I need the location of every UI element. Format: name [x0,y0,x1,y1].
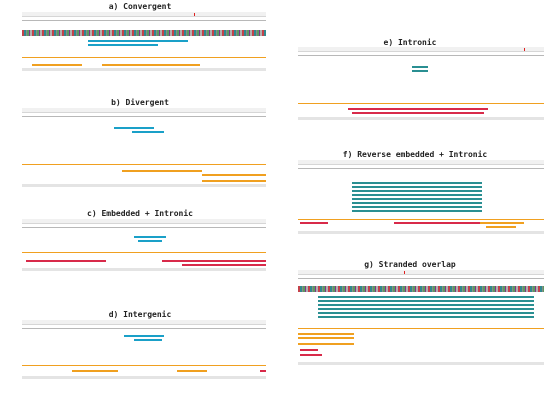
transcript-row[interactable] [352,190,482,192]
panel-c-browser [22,219,266,301]
gene-track-line [22,252,266,253]
transcript-row[interactable] [318,308,534,310]
gene-shadow [22,268,266,271]
locus-bar[interactable] [298,47,544,52]
transcript-row[interactable] [352,198,482,200]
panel-a-browser [22,12,266,98]
gene-feature-minus[interactable] [300,354,322,356]
transcript-row[interactable] [352,194,482,196]
ruler [298,168,544,169]
gene-feature[interactable] [486,226,516,228]
lncrna-feature[interactable] [134,339,162,341]
locus-bar[interactable] [22,108,266,113]
gene-feature[interactable] [102,64,200,66]
gene-feature[interactable] [298,343,354,345]
locus-bar[interactable] [22,320,266,325]
locus-bar[interactable] [22,219,266,224]
gene-feature[interactable] [177,370,207,372]
panel-title-e: e) Intronic [383,38,437,47]
gene-shadow [298,231,544,234]
transcript-row[interactable] [318,296,534,298]
gene-shadow [22,184,266,187]
panel-title-a: a) Convergent [108,2,172,11]
lncrna-feature[interactable] [88,44,158,46]
ruler [298,55,544,56]
lncrna-feature[interactable] [412,66,428,68]
gene-track-line [298,328,544,329]
lncrna-feature[interactable] [134,236,166,238]
lncrna-feature[interactable] [412,70,428,72]
panel-b-browser [22,108,266,202]
gene-feature-minus[interactable] [162,260,266,262]
ruler [22,227,266,228]
gene-feature-minus[interactable] [260,370,266,372]
panel-title-b: b) Divergent [111,98,169,107]
gene-feature-minus[interactable] [348,108,488,110]
coverage-track [22,30,266,36]
locus-bar[interactable] [298,270,544,275]
panel-f-browser [298,160,544,254]
gene-feature[interactable] [202,174,266,176]
gene-feature[interactable] [72,370,118,372]
panel-title-c: c) Embedded + Intronic [87,209,193,218]
transcript-row[interactable] [318,304,534,306]
ruler [22,116,266,117]
gene-feature-minus[interactable] [300,222,328,224]
gene-feature-minus[interactable] [352,112,484,114]
lncrna-feature[interactable] [114,127,154,129]
locus-bar[interactable] [298,160,544,165]
gene-feature[interactable] [298,333,354,335]
gene-feature[interactable] [32,64,82,66]
transcript-row[interactable] [352,186,482,188]
panel-d-browser [22,320,266,408]
position-marker [194,13,195,16]
lncrna-feature[interactable] [124,335,164,337]
gene-feature[interactable] [202,180,266,182]
lncrna-feature[interactable] [132,131,164,133]
gene-track-line [22,57,266,58]
gene-track-line [22,164,266,165]
panel-title-d: d) Intergenic [108,310,172,319]
gene-shadow [298,117,544,120]
gene-feature-minus[interactable] [182,264,266,266]
gene-shadow [298,362,544,365]
ruler [22,20,266,21]
panel-e-browser [298,47,544,137]
lncrna-feature[interactable] [138,240,162,242]
lncrna-feature[interactable] [88,40,188,42]
transcript-row[interactable] [318,316,534,318]
gene-feature[interactable] [122,170,202,172]
ruler [22,328,266,329]
panel-title-g: g) Stranded overlap [364,260,456,269]
transcript-row[interactable] [352,202,482,204]
gene-track-line [298,219,544,220]
transcript-row[interactable] [318,312,534,314]
gene-feature-minus[interactable] [394,222,480,224]
transcript-row[interactable] [352,206,482,208]
position-marker [524,48,525,51]
gene-track-line [298,103,544,104]
locus-bar[interactable] [22,12,266,17]
panel-g-browser [298,270,544,406]
coverage-track [298,286,544,292]
transcript-row[interactable] [352,182,482,184]
gene-track-line [22,365,266,366]
gene-shadow [22,68,266,71]
transcript-row[interactable] [352,210,482,212]
gene-feature[interactable] [298,337,354,339]
gene-feature[interactable] [480,222,524,224]
position-marker [404,271,405,274]
gene-feature-minus[interactable] [26,260,106,262]
ruler [298,278,544,279]
gene-feature-minus[interactable] [300,349,318,351]
panel-title-f: f) Reverse embedded + Intronic [342,150,488,159]
gene-shadow [22,376,266,379]
transcript-row[interactable] [318,300,534,302]
